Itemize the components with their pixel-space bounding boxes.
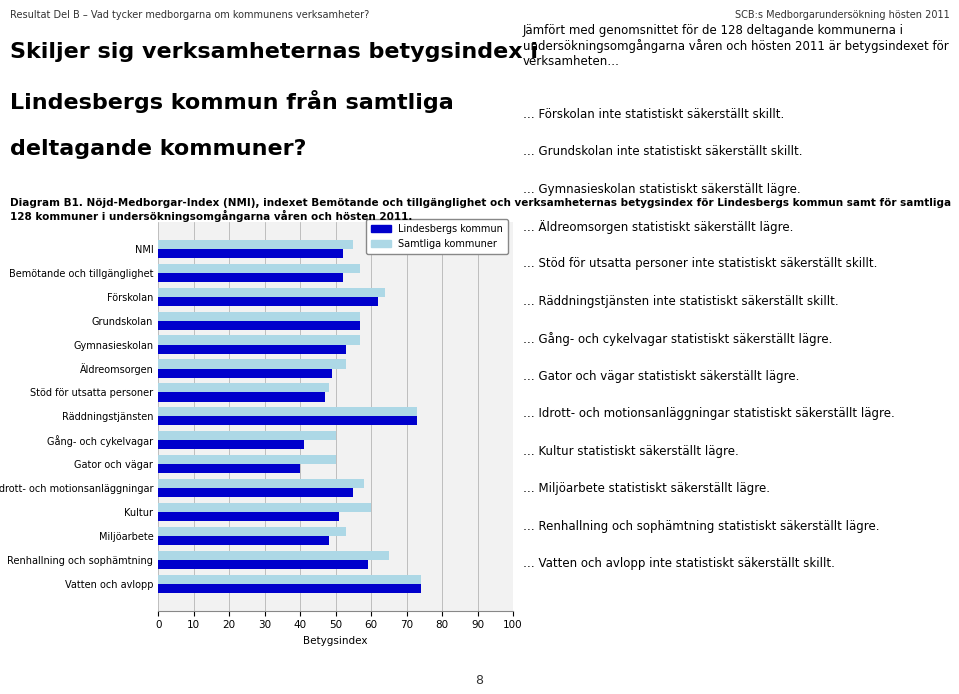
Text: … Grundskolan inte statistiskt säkerställt skillt.: … Grundskolan inte statistiskt säkerstäl… xyxy=(523,145,802,158)
Text: … Förskolan inte statistiskt säkerställt skillt.: … Förskolan inte statistiskt säkerställt… xyxy=(523,108,784,121)
Bar xyxy=(158,321,361,330)
X-axis label: Betygsindex: Betygsindex xyxy=(303,636,368,646)
Bar xyxy=(158,584,421,593)
Text: … Gång- och cykelvagar statistiskt säkerställt lägre.: … Gång- och cykelvagar statistiskt säker… xyxy=(523,332,832,346)
Bar xyxy=(158,536,329,545)
Text: … Idrott- och motionsanläggningar statistiskt säkerställt lägre.: … Idrott- och motionsanläggningar statis… xyxy=(523,407,895,421)
Bar xyxy=(158,264,361,273)
Bar xyxy=(158,393,325,402)
Bar xyxy=(158,273,342,282)
Text: … Gator och vägar statistiskt säkerställt lägre.: … Gator och vägar statistiskt säkerställ… xyxy=(523,370,799,383)
Text: … Räddningstjänsten inte statistiskt säkerställt skillt.: … Räddningstjänsten inte statistiskt säk… xyxy=(523,295,838,308)
Bar xyxy=(158,527,346,536)
Text: Resultat Del B – Vad tycker medborgarna om kommunens verksamheter?: Resultat Del B – Vad tycker medborgarna … xyxy=(10,10,369,20)
Bar xyxy=(158,575,421,584)
Bar xyxy=(158,359,346,369)
Bar xyxy=(158,416,417,425)
Text: Skiljer sig verksamheternas betygsindex i: Skiljer sig verksamheternas betygsindex … xyxy=(10,42,538,62)
Text: deltagande kommuner?: deltagande kommuner? xyxy=(10,139,306,159)
Bar xyxy=(158,407,417,416)
Text: … Kultur statistiskt säkerställt lägre.: … Kultur statistiskt säkerställt lägre. xyxy=(523,445,738,458)
Bar xyxy=(158,287,386,297)
Text: … Gymnasieskolan statistiskt säkerställt lägre.: … Gymnasieskolan statistiskt säkerställt… xyxy=(523,183,800,196)
Bar xyxy=(158,383,329,393)
Bar xyxy=(158,440,304,450)
Bar xyxy=(158,512,339,521)
Bar xyxy=(158,503,371,512)
Bar xyxy=(158,479,364,488)
Text: … Vatten och avlopp inte statistiskt säkerställt skillt.: … Vatten och avlopp inte statistiskt säk… xyxy=(523,557,834,570)
Text: Jämfört med genomsnittet för de 128 deltagande kommunerna i undersökningsomgånga: Jämfört med genomsnittet för de 128 delt… xyxy=(523,24,948,69)
Legend: Lindesbergs kommun, Samtliga kommuner: Lindesbergs kommun, Samtliga kommuner xyxy=(366,219,508,254)
Bar xyxy=(158,335,361,345)
Bar xyxy=(158,239,354,249)
Text: Lindesbergs kommun från samtliga: Lindesbergs kommun från samtliga xyxy=(10,90,454,113)
Bar xyxy=(158,464,300,473)
Text: Diagram B1. Nöjd-Medborgar-Index (NMI), indexet Bemötande och tillgänglighet och: Diagram B1. Nöjd-Medborgar-Index (NMI), … xyxy=(10,198,950,222)
Bar xyxy=(158,345,346,354)
Bar xyxy=(158,312,361,321)
Bar xyxy=(158,431,336,440)
Bar xyxy=(158,249,342,258)
Text: 8: 8 xyxy=(476,674,483,687)
Bar xyxy=(158,560,367,569)
Text: … Stöd för utsatta personer inte statistiskt säkerställt skillt.: … Stöd för utsatta personer inte statist… xyxy=(523,257,877,271)
Bar xyxy=(158,551,389,560)
Bar xyxy=(158,297,378,306)
Bar xyxy=(158,369,332,378)
Text: SCB:s Medborgarundersökning hösten 2011: SCB:s Medborgarundersökning hösten 2011 xyxy=(735,10,949,20)
Text: … Äldreomsorgen statistiskt säkerställt lägre.: … Äldreomsorgen statistiskt säkerställt … xyxy=(523,220,793,234)
Text: … Miljöarbete statistiskt säkerställt lägre.: … Miljöarbete statistiskt säkerställt lä… xyxy=(523,482,770,496)
Text: … Renhallning och sophämtning statistiskt säkerställt lägre.: … Renhallning och sophämtning statistisk… xyxy=(523,520,879,533)
Bar xyxy=(158,455,336,464)
Bar xyxy=(158,488,354,498)
